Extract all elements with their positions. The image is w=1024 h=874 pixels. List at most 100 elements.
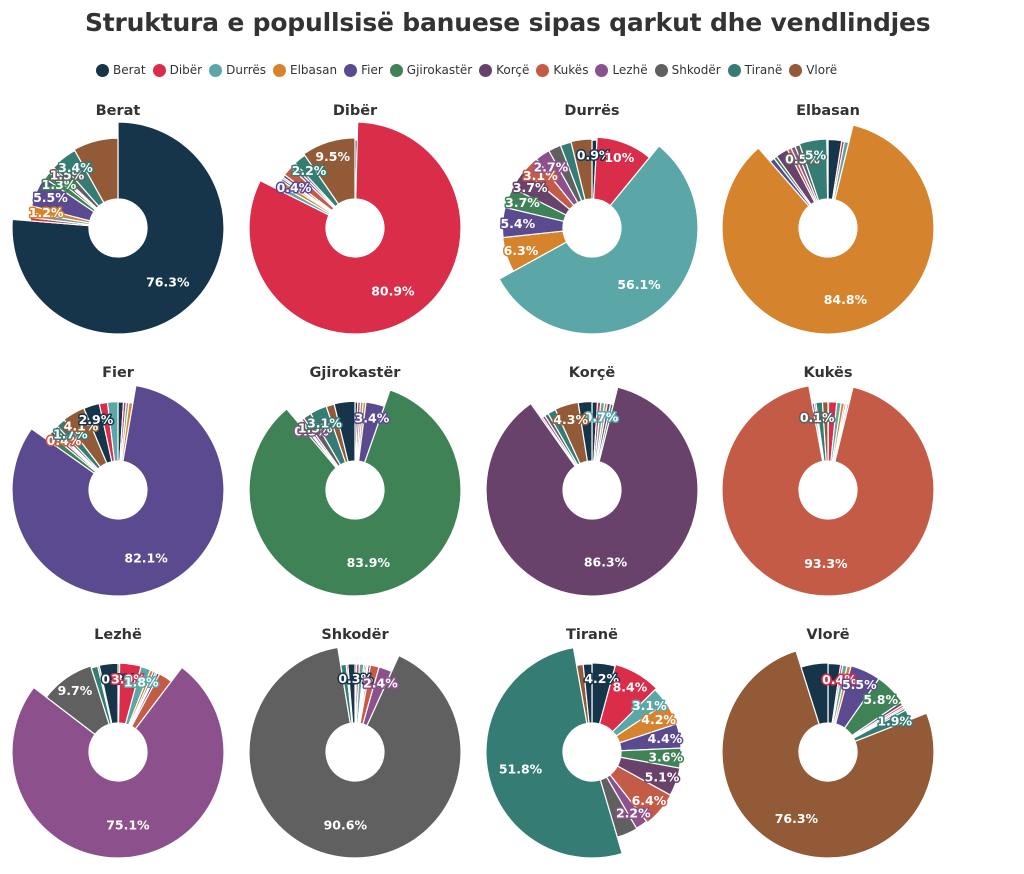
donut-slice[interactable]: [826, 139, 829, 200]
donut-chart-durrës: Durrës0.9%10%56.1%6.3%5.4%3.7%3.7%3.1%2.…: [498, 103, 699, 335]
legend-label: Tiranë: [744, 63, 783, 77]
donut-slice[interactable]: [721, 124, 935, 335]
slice-value-label: 1.9%: [877, 714, 912, 729]
donut-chart-lezhë: Lezhë 0.3%3.9%1.8% 75.1% 9.7%: [11, 627, 225, 859]
donut-title: Lezhë: [94, 627, 142, 643]
donut-slice[interactable]: [98, 662, 119, 725]
legend-item-durrës[interactable]: Durrës: [209, 63, 266, 77]
slice-value-label: 84.8%: [824, 292, 868, 307]
legend-item-fier[interactable]: Fier: [344, 63, 383, 77]
donut-title: Gjirokastër: [310, 365, 402, 381]
donut-slice[interactable]: [248, 121, 462, 335]
slice-value-label: 5.1%: [645, 769, 680, 784]
donut-slice[interactable]: [582, 663, 593, 724]
slice-value-label: 9.7%: [58, 683, 93, 698]
donut-slice[interactable]: [73, 137, 119, 204]
slice-value-label: 5.5%: [842, 677, 877, 692]
legend-item-dibër[interactable]: Dibër: [152, 63, 202, 77]
donut-title: Tiranë: [566, 627, 618, 643]
legend-swatch: [727, 63, 741, 77]
legend-item-berat[interactable]: Berat: [96, 63, 146, 77]
legend-item-lezhë[interactable]: Lezhë: [595, 63, 648, 77]
legend-swatch: [96, 63, 109, 77]
donut-title: Elbasan: [796, 103, 860, 119]
donut-chart-elbasan: Elbasan 84.8% 0.5%5%: [721, 103, 935, 335]
slice-value-label: 3.4%: [355, 411, 390, 426]
legend-label: Gjirokastër: [406, 63, 473, 77]
donut-slice[interactable]: [485, 647, 623, 859]
donut-title: Korçë: [569, 365, 616, 381]
legend-label: Berat: [113, 63, 146, 77]
legend-label: Lezhë: [612, 63, 648, 77]
legend-label: Durrës: [226, 63, 266, 77]
donut-slice[interactable]: [498, 145, 699, 335]
slice-value-label: 0.5%: [785, 152, 820, 167]
donut-slice[interactable]: [248, 389, 462, 597]
donut-slice[interactable]: [11, 666, 225, 859]
donut-title: Durrës: [564, 103, 619, 119]
slice-value-label: 3.1%: [523, 168, 558, 183]
slice-value-label: 0.1%: [800, 410, 835, 425]
legend-label: Fier: [361, 63, 383, 77]
legend-swatch: [479, 63, 493, 77]
donut-slice[interactable]: [303, 137, 356, 205]
slice-value-label: 76.3%: [775, 811, 819, 826]
donut-slice[interactable]: [721, 650, 935, 859]
slice-value-label: 3.7%: [505, 195, 540, 210]
slice-value-label: 76.3%: [146, 275, 190, 290]
legend-item-vlorë[interactable]: Vlorë: [789, 63, 837, 77]
legend-item-korçë[interactable]: Korçë: [479, 63, 529, 77]
slice-value-label: 0.3%: [101, 671, 136, 686]
slice-value-label: 0.4%: [47, 433, 82, 448]
slice-value-label: 6.3%: [504, 243, 539, 258]
donut-chart-dibër: Dibër 80.9% 0.4% 2.2%9.5%: [248, 103, 462, 335]
slice-value-label: 86.3%: [584, 555, 628, 570]
slice-value-label: 5.8%: [863, 692, 898, 707]
slice-value-label: 0.4%: [277, 180, 312, 195]
slice-value-label: 0.3%: [338, 671, 373, 686]
slice-value-label: 51.8%: [499, 761, 543, 776]
donut-slice[interactable]: [485, 386, 699, 597]
slice-value-label: 0.5%: [294, 424, 329, 439]
donut-slice[interactable]: [45, 665, 110, 735]
donut-slice[interactable]: [570, 138, 593, 201]
slice-value-label: 10%: [604, 150, 634, 165]
legend-item-shkodër[interactable]: Shkodër: [654, 63, 721, 77]
donut-slice[interactable]: [333, 400, 356, 463]
slice-value-label: 4.3%: [553, 412, 588, 427]
donut-chart-fier: Fier 82.1% 0.4%1.7%4.1%2.9%: [11, 365, 225, 597]
donut-slice[interactable]: [800, 662, 829, 725]
slice-value-label: 80.9%: [371, 284, 415, 299]
slice-value-label: 5.5%: [33, 190, 68, 205]
donut-slice[interactable]: [721, 385, 935, 597]
slice-value-label: 3.4%: [58, 160, 93, 175]
slice-value-label: 1.5%: [50, 168, 85, 183]
legend-item-elbasan[interactable]: Elbasan: [273, 63, 337, 77]
slice-value-label: 2.2%: [616, 805, 651, 820]
legend: Berat Dibër Durrës Elbasan Fier Gjirokastër Ko…: [96, 60, 844, 80]
slice-value-label: 5.4%: [500, 216, 535, 231]
slice-value-label: 4.1%: [64, 419, 99, 434]
donut-slice[interactable]: [577, 400, 593, 462]
donut-slice[interactable]: [11, 384, 225, 597]
donut-slice[interactable]: [248, 646, 462, 859]
legend-swatch: [536, 63, 550, 77]
slice-value-label: 82.1%: [124, 550, 168, 565]
donut-slice[interactable]: [347, 663, 356, 724]
slice-value-label: 93.3%: [804, 556, 848, 571]
slice-value-label: 3.7%: [513, 180, 548, 195]
legend-swatch: [389, 63, 403, 77]
slice-value-label: 5%: [805, 148, 827, 163]
legend-item-tiranë[interactable]: Tiranë: [727, 63, 783, 77]
legend-swatch: [273, 63, 286, 77]
donut-slice[interactable]: [106, 401, 119, 462]
donut-slice[interactable]: [11, 121, 225, 335]
donut-title: Kukës: [803, 365, 852, 381]
legend-swatch: [209, 63, 223, 77]
donut-title: Berat: [96, 103, 141, 119]
legend-item-kukës[interactable]: Kukës: [536, 63, 588, 77]
legend-item-gjirokastër[interactable]: Gjirokastër: [389, 63, 473, 77]
donut-slice[interactable]: [821, 401, 829, 462]
slice-value-label: 2.2%: [292, 163, 327, 178]
donut-slice[interactable]: [598, 663, 658, 733]
